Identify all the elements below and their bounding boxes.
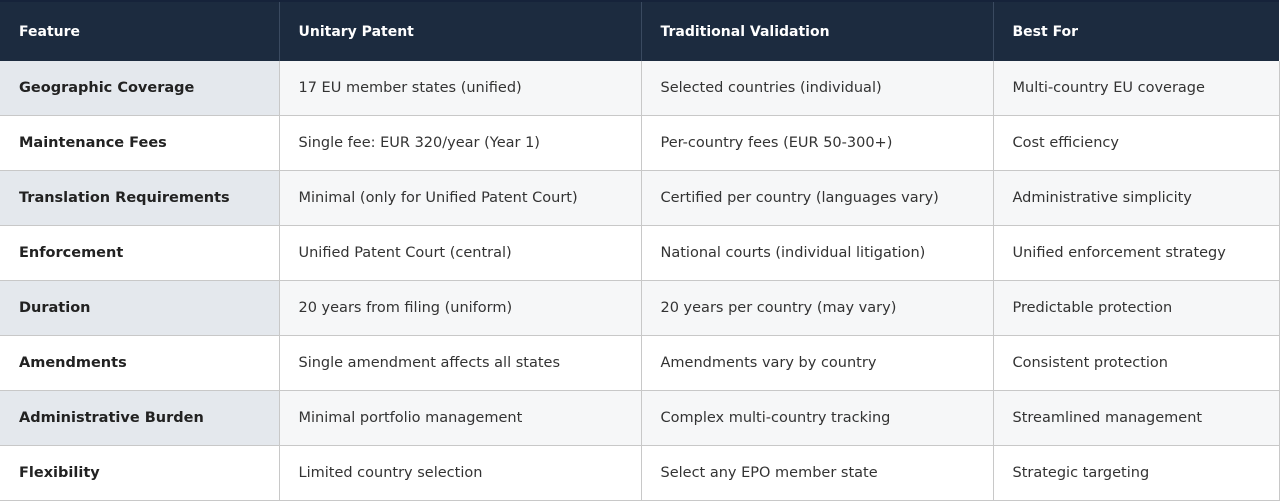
table-row: FlexibilityLimited country selectionSele… xyxy=(0,446,1279,501)
table-header: Feature Unitary Patent Traditional Valid… xyxy=(0,1,1279,61)
table-row: Administrative BurdenMinimal portfolio m… xyxy=(0,391,1279,446)
cell-feature: Translation Requirements xyxy=(0,171,279,226)
cell-best-for: Multi-country EU coverage xyxy=(993,61,1279,116)
header-unitary-patent: Unitary Patent xyxy=(279,1,641,61)
cell-feature: Geographic Coverage xyxy=(0,61,279,116)
cell-best-for: Consistent protection xyxy=(993,336,1279,391)
cell-best-for: Predictable protection xyxy=(993,281,1279,336)
cell-best-for: Cost efficiency xyxy=(993,116,1279,171)
cell-best-for: Strategic targeting xyxy=(993,446,1279,501)
cell-best-for: Streamlined management xyxy=(993,391,1279,446)
table-row: Duration20 years from filing (uniform)20… xyxy=(0,281,1279,336)
table-row: EnforcementUnified Patent Court (central… xyxy=(0,226,1279,281)
cell-best-for: Administrative simplicity xyxy=(993,171,1279,226)
cell-feature: Administrative Burden xyxy=(0,391,279,446)
cell-traditional-validation: Certified per country (languages vary) xyxy=(641,171,993,226)
cell-traditional-validation: Complex multi-country tracking xyxy=(641,391,993,446)
header-best-for: Best For xyxy=(993,1,1279,61)
table-row: Geographic Coverage17 EU member states (… xyxy=(0,61,1279,116)
table-row: Maintenance FeesSingle fee: EUR 320/year… xyxy=(0,116,1279,171)
header-traditional-validation: Traditional Validation xyxy=(641,1,993,61)
cell-unitary-patent: 20 years from filing (uniform) xyxy=(279,281,641,336)
table-row: Translation RequirementsMinimal (only fo… xyxy=(0,171,1279,226)
cell-traditional-validation: Select any EPO member state xyxy=(641,446,993,501)
cell-unitary-patent: Minimal portfolio management xyxy=(279,391,641,446)
cell-traditional-validation: Per-country fees (EUR 50-300+) xyxy=(641,116,993,171)
cell-feature: Maintenance Fees xyxy=(0,116,279,171)
cell-unitary-patent: Single fee: EUR 320/year (Year 1) xyxy=(279,116,641,171)
cell-unitary-patent: Limited country selection xyxy=(279,446,641,501)
cell-feature: Enforcement xyxy=(0,226,279,281)
cell-unitary-patent: 17 EU member states (unified) xyxy=(279,61,641,116)
cell-unitary-patent: Unified Patent Court (central) xyxy=(279,226,641,281)
cell-feature: Amendments xyxy=(0,336,279,391)
cell-feature: Duration xyxy=(0,281,279,336)
cell-unitary-patent: Minimal (only for Unified Patent Court) xyxy=(279,171,641,226)
cell-traditional-validation: Selected countries (individual) xyxy=(641,61,993,116)
table-row: AmendmentsSingle amendment affects all s… xyxy=(0,336,1279,391)
cell-best-for: Unified enforcement strategy xyxy=(993,226,1279,281)
table-body: Geographic Coverage17 EU member states (… xyxy=(0,61,1279,501)
cell-traditional-validation: Amendments vary by country xyxy=(641,336,993,391)
header-feature: Feature xyxy=(0,1,279,61)
cell-feature: Flexibility xyxy=(0,446,279,501)
cell-unitary-patent: Single amendment affects all states xyxy=(279,336,641,391)
cell-traditional-validation: National courts (individual litigation) xyxy=(641,226,993,281)
cell-traditional-validation: 20 years per country (may vary) xyxy=(641,281,993,336)
